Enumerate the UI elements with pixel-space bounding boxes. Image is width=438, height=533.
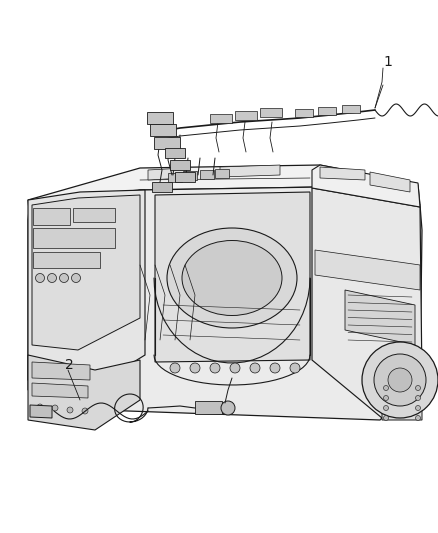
- Polygon shape: [32, 383, 88, 398]
- Polygon shape: [195, 401, 222, 414]
- Polygon shape: [342, 105, 360, 113]
- Polygon shape: [154, 137, 180, 149]
- Polygon shape: [312, 188, 422, 418]
- Circle shape: [71, 273, 81, 282]
- Circle shape: [221, 401, 235, 415]
- Polygon shape: [152, 182, 172, 192]
- Polygon shape: [370, 172, 410, 192]
- Polygon shape: [150, 124, 176, 136]
- Polygon shape: [345, 290, 415, 345]
- Polygon shape: [155, 192, 310, 362]
- Circle shape: [362, 342, 438, 418]
- Circle shape: [230, 363, 240, 373]
- Circle shape: [190, 363, 200, 373]
- Polygon shape: [168, 173, 182, 182]
- Circle shape: [170, 363, 180, 373]
- Polygon shape: [183, 171, 197, 180]
- Polygon shape: [147, 112, 173, 124]
- Polygon shape: [28, 355, 140, 430]
- Polygon shape: [235, 111, 257, 120]
- Circle shape: [416, 385, 420, 391]
- Circle shape: [52, 405, 58, 411]
- Polygon shape: [28, 165, 420, 220]
- Circle shape: [384, 406, 389, 410]
- Circle shape: [210, 363, 220, 373]
- Circle shape: [416, 406, 420, 410]
- Polygon shape: [210, 114, 232, 123]
- Polygon shape: [33, 228, 115, 248]
- Polygon shape: [260, 108, 282, 117]
- Ellipse shape: [167, 228, 297, 328]
- Circle shape: [35, 273, 45, 282]
- Circle shape: [270, 363, 280, 373]
- Polygon shape: [30, 405, 52, 418]
- Polygon shape: [32, 195, 140, 350]
- Polygon shape: [33, 208, 70, 225]
- Circle shape: [416, 416, 420, 421]
- Polygon shape: [318, 107, 336, 115]
- Polygon shape: [220, 165, 280, 177]
- Polygon shape: [73, 208, 115, 222]
- Circle shape: [374, 354, 426, 406]
- Circle shape: [67, 407, 73, 413]
- Polygon shape: [170, 160, 190, 170]
- Circle shape: [388, 368, 412, 392]
- Text: 2: 2: [65, 358, 74, 372]
- Circle shape: [82, 408, 88, 414]
- Polygon shape: [28, 187, 422, 420]
- Polygon shape: [175, 172, 195, 182]
- Circle shape: [416, 395, 420, 400]
- Circle shape: [37, 404, 43, 410]
- Polygon shape: [320, 167, 365, 180]
- Text: 1: 1: [383, 55, 392, 69]
- Circle shape: [60, 273, 68, 282]
- Polygon shape: [165, 148, 185, 158]
- Circle shape: [384, 385, 389, 391]
- Polygon shape: [382, 368, 422, 420]
- Circle shape: [384, 416, 389, 421]
- Polygon shape: [33, 252, 100, 268]
- Polygon shape: [28, 190, 145, 395]
- Polygon shape: [215, 169, 229, 178]
- Circle shape: [384, 395, 389, 400]
- Polygon shape: [32, 362, 90, 380]
- Polygon shape: [295, 109, 313, 117]
- Polygon shape: [200, 170, 214, 179]
- Polygon shape: [315, 250, 420, 290]
- Circle shape: [250, 363, 260, 373]
- Ellipse shape: [182, 240, 282, 316]
- Circle shape: [290, 363, 300, 373]
- Circle shape: [47, 273, 57, 282]
- Polygon shape: [312, 165, 420, 207]
- Polygon shape: [148, 168, 185, 180]
